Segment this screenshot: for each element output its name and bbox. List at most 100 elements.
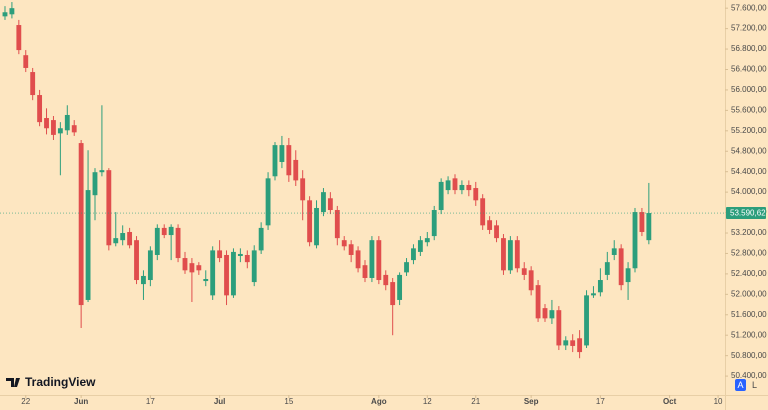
candle-body (438, 181, 444, 211)
candle-body (300, 178, 306, 201)
candle-body (411, 248, 416, 261)
plot (2, 2, 652, 359)
y-tick-label: 50.400,00 (731, 371, 767, 380)
y-tick-label: 52.800,00 (731, 249, 767, 258)
auto-scale-label[interactable]: A (737, 380, 743, 390)
x-tick-label: 12 (423, 397, 432, 406)
x-tick-label: Sep (524, 397, 539, 406)
candle-body (30, 72, 36, 96)
candle-body (445, 180, 451, 191)
candle-body (383, 274, 389, 286)
y-tick-label: 54.800,00 (731, 146, 767, 155)
log-scale-label[interactable]: L (752, 380, 757, 390)
candle-body (314, 207, 319, 246)
candle-body (113, 238, 119, 244)
candle-body (480, 198, 486, 226)
brand: TradingView (25, 375, 96, 389)
candle-body (535, 285, 541, 319)
candle-body (265, 178, 271, 226)
candle-body (404, 262, 409, 273)
candle-body (224, 254, 229, 296)
candle-body (625, 268, 631, 283)
candle-body (2, 12, 8, 17)
candle-body (92, 172, 98, 196)
x-tick-label: 17 (596, 397, 605, 406)
y-tick-label: 50.800,00 (731, 351, 767, 360)
candle-body (473, 188, 479, 201)
candle-body (362, 265, 368, 278)
candle-body (99, 170, 105, 173)
candle-body (369, 240, 375, 278)
candle-body (168, 226, 174, 236)
candle-body (251, 250, 257, 283)
candle-body (459, 184, 465, 191)
y-tick-label: 53.200,00 (731, 228, 767, 237)
candle-body (134, 240, 139, 281)
candle-body (542, 308, 548, 319)
candle-body (279, 145, 285, 162)
x-tick-label: 10 (714, 397, 723, 406)
candle-body (611, 248, 617, 255)
auto-scale-button[interactable] (735, 379, 746, 391)
candle-body (154, 227, 160, 255)
candle-body (327, 198, 333, 211)
candle-body (64, 114, 70, 131)
logo-icon (6, 378, 20, 387)
x-tick-label: 21 (471, 397, 480, 406)
candle-body (37, 95, 43, 123)
y-tick-label: 52.000,00 (731, 289, 767, 298)
candle-body (175, 227, 181, 259)
candle-body (210, 250, 216, 296)
candle-body (71, 125, 77, 133)
candle-body (258, 227, 264, 251)
candle-body (127, 231, 133, 246)
candle-body (85, 190, 91, 300)
y-tick-label: 52.400,00 (731, 269, 767, 278)
candle-body (584, 295, 589, 346)
candle-body (618, 248, 624, 286)
candle-body (244, 254, 250, 263)
candle-body (321, 192, 326, 213)
candle-body (632, 212, 638, 269)
candle-body (424, 238, 430, 243)
candle-body (272, 145, 278, 177)
candle-body (563, 340, 569, 346)
candle-body (507, 240, 513, 271)
candle-body (203, 279, 209, 282)
candle-body (570, 340, 576, 346)
candle-body (334, 210, 340, 239)
candle-body (23, 55, 29, 68)
candle-body (161, 227, 167, 236)
candle-body (231, 251, 236, 296)
x-tick-label: Jul (214, 397, 226, 406)
candle-body (286, 145, 292, 176)
logo: TradingView (6, 375, 96, 389)
candle-body (376, 240, 382, 281)
candle-body (141, 275, 146, 285)
candle-body (397, 274, 403, 300)
candle-body (487, 220, 493, 230)
candle-body (514, 240, 520, 269)
candle-body (390, 282, 396, 306)
y-tick-label: 54.400,00 (731, 167, 767, 176)
y-tick-label: 51.600,00 (731, 310, 767, 319)
x-tick-label: Oct (663, 397, 677, 406)
y-tick-label: 56.800,00 (731, 44, 767, 53)
candle-body (466, 184, 472, 191)
candle-body (348, 244, 354, 255)
candle-body (431, 210, 437, 237)
candle-body (501, 238, 506, 271)
candle-body (646, 213, 652, 241)
x-tick-label: Jun (74, 397, 88, 406)
y-tick-label: 56.400,00 (731, 65, 767, 74)
y-tick-label: 57.200,00 (731, 24, 767, 33)
candle-body (106, 170, 112, 246)
y-tick-label: 55.600,00 (731, 105, 767, 114)
candle-body (293, 159, 299, 181)
y-tick-label: 55.200,00 (731, 126, 767, 135)
candle-body (189, 263, 195, 273)
candle-body (341, 240, 347, 247)
candle-body (521, 268, 527, 275)
candle-body (57, 128, 63, 134)
